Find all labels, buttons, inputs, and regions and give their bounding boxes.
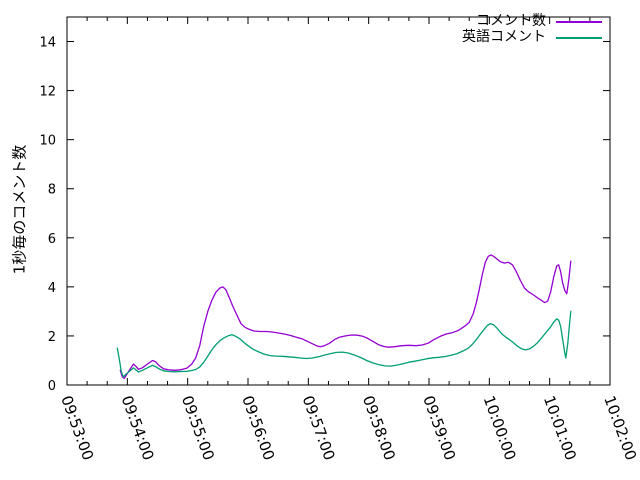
y-axis-title: 1秒毎のコメント数 [10,144,29,275]
legend-label-comments: コメント数 [476,13,546,29]
x-tick-label: 09:57:00 [299,393,339,462]
y-tick-label: 12 [39,85,56,100]
x-tick-label: 10:02:00 [600,393,640,462]
y-tick-label: 8 [48,183,56,198]
series-line-0 [119,254,572,380]
legend-item-english-comments: 英語コメント [462,30,602,45]
y-tick-label: 6 [48,232,56,247]
y-tick-label: 4 [48,281,56,296]
y-tick-label: 10 [39,134,56,149]
x-tick-label: 09:59:00 [419,393,459,462]
series-line-1 [116,310,572,378]
x-tick-label: 09:53:00 [57,393,97,462]
x-tick-label: 10:01:00 [540,393,580,462]
x-tick-label: 09:54:00 [118,393,158,462]
x-tick-label: 10:00:00 [480,393,520,462]
plot-border [66,16,611,386]
x-tick-label: 09:58:00 [359,393,399,462]
y-tick-label: 2 [48,330,56,345]
x-tick-label: 09:55:00 [178,393,218,462]
y-tick-label: 0 [48,379,56,394]
y-tick-label: 14 [39,36,56,51]
legend: コメント数 英語コメント [462,14,602,45]
legend-label-english-comments: 英語コメント [462,29,546,45]
x-tick-label: 09:56:00 [238,393,278,462]
legend-line-sample-comments [556,20,602,23]
legend-item-comments: コメント数 [462,14,602,29]
legend-line-sample-english-comments [556,36,602,39]
